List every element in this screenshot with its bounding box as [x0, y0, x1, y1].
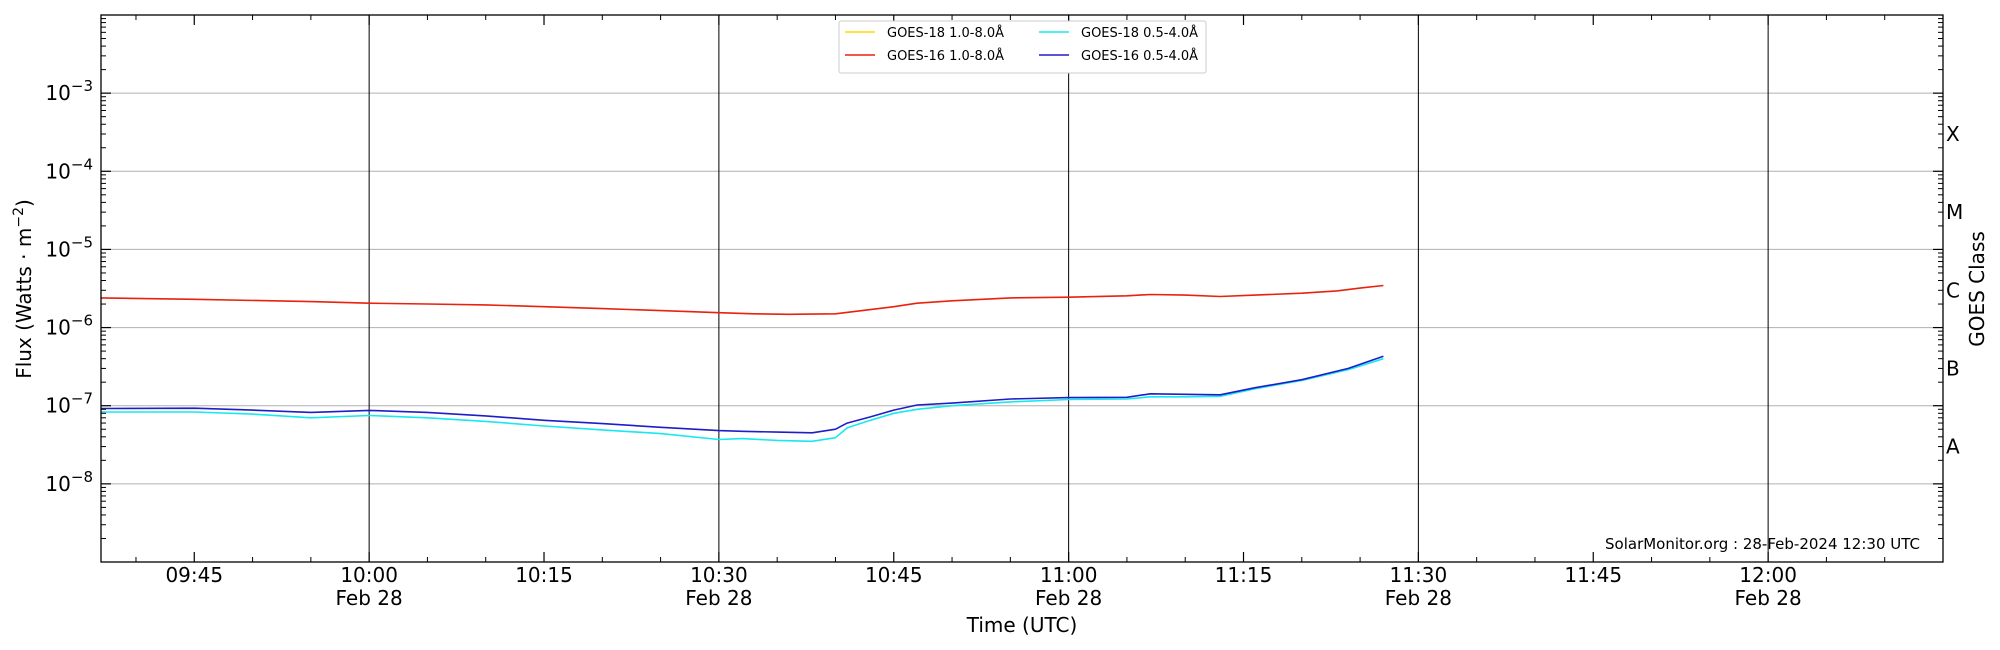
y-tick-exponent: −8: [71, 468, 93, 486]
tick-layer: [101, 15, 1943, 562]
y-tick-base: 10: [45, 316, 70, 340]
legend-entry: GOES-16 0.5-4.0Å: [1081, 48, 1198, 64]
y-tick-base: 10: [45, 159, 70, 183]
goes-class-label: B: [1946, 356, 1960, 380]
y-tick-exponent: −5: [71, 233, 93, 251]
legend-entry: GOES-16 1.0-8.0Å: [887, 48, 1004, 64]
x-tick-label: 10:30: [690, 563, 748, 587]
series-line: [100, 284, 1384, 316]
x-tick-label: 10:00: [340, 563, 398, 587]
goes-class-label: A: [1946, 435, 1960, 459]
x-tick-label: 10:45: [865, 563, 923, 587]
x-tick-label: 09:45: [165, 563, 223, 587]
series-line: [100, 355, 1384, 434]
x-tick-label: 11:30: [1390, 563, 1448, 587]
y-axis-title-close: ): [12, 199, 36, 207]
plot-frame: [100, 14, 1944, 563]
x-tick-date-label: Feb 28: [685, 586, 752, 610]
y-axis-title-main: Flux (Watts · m: [12, 228, 36, 379]
y-tick-exponent: −6: [71, 312, 93, 330]
y-axis-title-exponent: −2: [11, 207, 27, 228]
goes-class-label: C: [1946, 278, 1960, 302]
legend: GOES-18 1.0-8.0Å GOES-16 1.0-8.0Å GOES-18 …: [838, 20, 1207, 74]
y-tick-base: 10: [45, 81, 70, 105]
y-tick-label: 10−7: [45, 390, 93, 418]
y-tick-base: 10: [45, 394, 70, 418]
y-tick-exponent: −7: [71, 390, 93, 408]
legend-box: [838, 20, 1207, 74]
y-tick-exponent: −4: [71, 155, 93, 173]
y-axis-title: Flux (Watts · m−2): [11, 199, 36, 379]
x-tick-label: 11:00: [1040, 563, 1098, 587]
y-tick-label: 10−6: [45, 312, 93, 340]
y-tick-label: 10−3: [45, 77, 93, 105]
y-tick-base: 10: [45, 472, 70, 496]
x-tick-date-label: Feb 28: [1735, 586, 1802, 610]
goes-class-label: M: [1946, 200, 1963, 224]
series-line: [101, 357, 1384, 443]
y-tick-base: 10: [45, 237, 70, 261]
x-tick-date-label: Feb 28: [1385, 586, 1452, 610]
x-tick-label: 11:15: [1215, 563, 1273, 587]
credit-text: SolarMonitor.org : 28-Feb-2024 12:30 UTC: [1605, 535, 1920, 553]
x-tick-label: 11:45: [1564, 563, 1622, 587]
x-axis-title: Time (UTC): [966, 613, 1078, 637]
x-tick-date-label: Feb 28: [336, 586, 403, 610]
y-tick-exponent: −3: [71, 77, 93, 95]
x-tick-date-label: Feb 28: [1035, 586, 1102, 610]
legend-entry: GOES-18 1.0-8.0Å: [887, 25, 1004, 41]
grid-layer: [101, 15, 1943, 562]
y-tick-label: 10−5: [45, 233, 93, 261]
y-tick-label: 10−4: [45, 155, 93, 183]
x-tick-label: 12:00: [1739, 563, 1797, 587]
series-layer: [100, 284, 1384, 443]
goes-class-label: X: [1946, 122, 1960, 146]
goes-class-axis-title: GOES Class: [1965, 231, 1989, 347]
y-tick-label: 10−8: [45, 468, 93, 496]
legend-entry: GOES-18 0.5-4.0Å: [1081, 25, 1198, 41]
x-tick-label: 10:15: [515, 563, 573, 587]
